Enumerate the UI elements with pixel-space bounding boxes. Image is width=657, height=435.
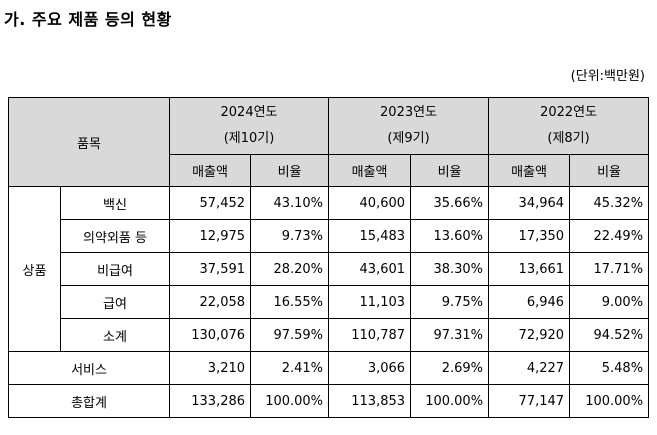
header-ratio: 비율	[410, 154, 490, 187]
cell-value: 100.00%	[410, 384, 490, 418]
cell-value: 34,964	[488, 186, 571, 220]
cell-value: 17,350	[488, 219, 571, 253]
cell-value: 12,975	[169, 219, 252, 253]
cell-value: 43.10%	[250, 186, 330, 220]
header-ratio: 비율	[569, 154, 650, 187]
header-year-label: 2023연도	[380, 105, 438, 120]
row-label: 총합계	[7, 384, 171, 418]
cell-value: 94.52%	[569, 318, 650, 352]
header-term-label: (제9기)	[387, 131, 430, 146]
cell-value: 4,227	[488, 351, 571, 385]
cell-value: 43,601	[328, 252, 412, 286]
header-year-label: 2024연도	[220, 105, 278, 120]
unit-note: (단위:백만원)	[570, 69, 645, 84]
header-year-2023: 2023연도 (제9기)	[328, 97, 490, 155]
cell-value: 40,600	[328, 186, 412, 220]
cell-value: 2.41%	[250, 351, 330, 385]
table-row: 급여 22,058 16.55% 11,103 9.75% 6,946 9.00…	[9, 285, 650, 319]
cell-value: 45.32%	[569, 186, 650, 220]
row-label: 비급여	[59, 252, 171, 286]
cell-value: 3,210	[169, 351, 252, 385]
table-row: 비급여 37,591 28.20% 43,601 38.30% 13,661 1…	[9, 252, 650, 286]
row-label: 백신	[59, 186, 171, 220]
header-year-2022: 2022연도 (제8기)	[488, 97, 650, 155]
cell-value: 9.00%	[569, 285, 650, 319]
row-label: 급여	[59, 285, 171, 319]
header-item: 품목	[7, 97, 171, 187]
cell-value: 57,452	[169, 186, 252, 220]
product-sales-table: 품목 2024연도 (제10기) 2023연도 (제9기) 2022연도 (제8…	[7, 97, 650, 418]
row-label: 의약외품 등	[59, 219, 171, 253]
cell-value: 100.00%	[250, 384, 330, 418]
cell-value: 13.60%	[410, 219, 490, 253]
cell-value: 16.55%	[250, 285, 330, 319]
cell-value: 37,591	[169, 252, 252, 286]
header-year-2024: 2024연도 (제10기)	[169, 97, 330, 155]
cell-value: 28.20%	[250, 252, 330, 286]
header-sales: 매출액	[488, 154, 571, 187]
cell-value: 6,946	[488, 285, 571, 319]
cell-value: 38.30%	[410, 252, 490, 286]
cell-value: 5.48%	[569, 351, 650, 385]
row-label: 소계	[59, 318, 171, 352]
cell-value: 3,066	[328, 351, 412, 385]
cell-value: 22.49%	[569, 219, 650, 253]
cell-value: 9.73%	[250, 219, 330, 253]
row-label: 서비스	[7, 351, 171, 385]
header-ratio: 비율	[250, 154, 330, 187]
table-row: 소계 130,076 97.59% 110,787 97.31% 72,920 …	[9, 318, 650, 352]
header-sales: 매출액	[169, 154, 252, 187]
group-label: 상품	[8, 186, 61, 352]
header-term-label: (제8기)	[547, 131, 590, 146]
cell-value: 97.59%	[250, 318, 330, 352]
cell-value: 97.31%	[410, 318, 490, 352]
cell-value: 72,920	[488, 318, 571, 352]
table-row: 총합계 133,286 100.00% 113,853 100.00% 77,1…	[7, 384, 650, 418]
cell-value: 11,103	[328, 285, 412, 319]
header-sales: 매출액	[328, 154, 412, 187]
cell-value: 130,076	[169, 318, 252, 352]
table-row: 의약외품 등 12,975 9.73% 15,483 13.60% 17,350…	[9, 219, 650, 253]
cell-value: 13,661	[488, 252, 571, 286]
section-title: 가. 주요 제품 등의 현황	[4, 10, 172, 29]
table-row: 상품 백신 57,452 43.10% 40,600 35.66% 34,964…	[8, 186, 650, 352]
cell-value: 15,483	[328, 219, 412, 253]
cell-value: 2.69%	[410, 351, 490, 385]
cell-value: 22,058	[169, 285, 252, 319]
cell-value: 110,787	[328, 318, 412, 352]
cell-value: 9.75%	[410, 285, 490, 319]
cell-value: 35.66%	[410, 186, 490, 220]
cell-value: 133,286	[169, 384, 252, 418]
table-row: 서비스 3,210 2.41% 3,066 2.69% 4,227 5.48%	[7, 351, 650, 385]
cell-value: 17.71%	[569, 252, 650, 286]
cell-value: 100.00%	[569, 384, 650, 418]
header-term-label: (제10기)	[223, 131, 275, 146]
header-year-label: 2022연도	[540, 105, 598, 120]
cell-value: 113,853	[328, 384, 412, 418]
cell-value: 77,147	[488, 384, 571, 418]
